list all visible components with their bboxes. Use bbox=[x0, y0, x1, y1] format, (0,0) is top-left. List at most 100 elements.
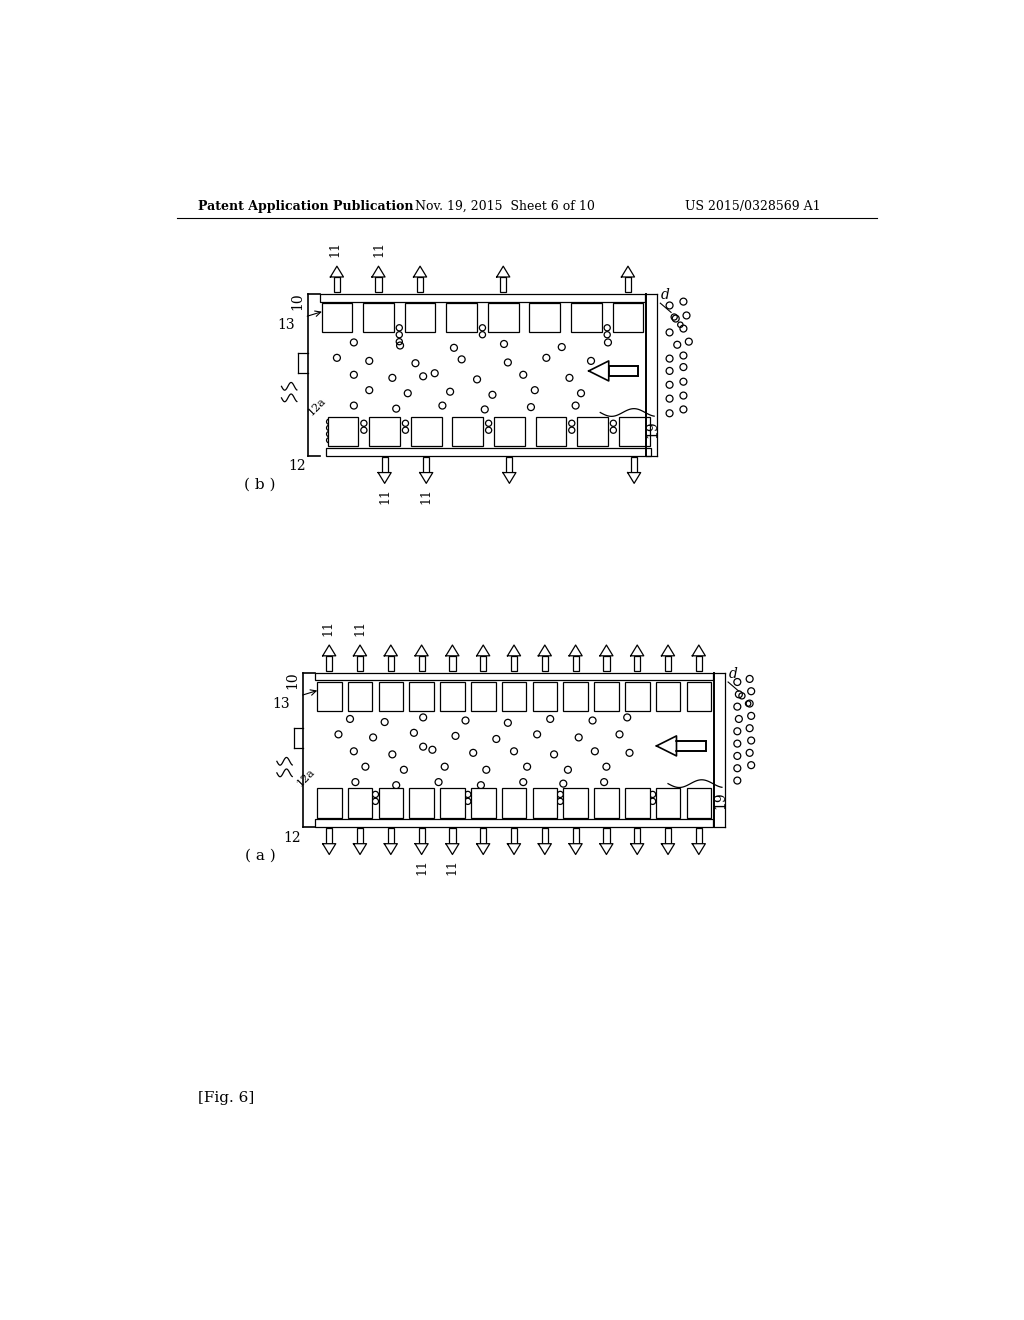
Polygon shape bbox=[622, 267, 635, 277]
Bar bbox=[578, 417, 608, 446]
Polygon shape bbox=[569, 645, 583, 656]
Polygon shape bbox=[415, 645, 428, 656]
Bar bbox=[532, 788, 557, 817]
Bar bbox=[348, 788, 373, 817]
Polygon shape bbox=[420, 473, 433, 483]
Bar bbox=[625, 788, 649, 817]
Bar bbox=[334, 277, 340, 293]
Text: [Fig. 6]: [Fig. 6] bbox=[199, 1090, 255, 1105]
Text: Nov. 19, 2015  Sheet 6 of 10: Nov. 19, 2015 Sheet 6 of 10 bbox=[416, 199, 595, 213]
Text: 11: 11 bbox=[372, 242, 385, 257]
Bar bbox=[686, 788, 711, 817]
Text: 19: 19 bbox=[714, 792, 727, 809]
Text: 11: 11 bbox=[378, 487, 391, 504]
Text: 10: 10 bbox=[290, 293, 304, 310]
Bar bbox=[572, 656, 579, 671]
Bar bbox=[471, 682, 496, 711]
Bar bbox=[665, 829, 671, 843]
Bar bbox=[532, 682, 557, 711]
Bar bbox=[440, 788, 465, 817]
Text: 11: 11 bbox=[420, 487, 433, 504]
Polygon shape bbox=[600, 843, 613, 854]
Bar bbox=[417, 277, 423, 293]
Polygon shape bbox=[662, 645, 675, 656]
Bar bbox=[423, 457, 429, 473]
Bar bbox=[625, 277, 631, 293]
Bar bbox=[603, 829, 609, 843]
Polygon shape bbox=[503, 473, 516, 483]
Bar bbox=[364, 304, 394, 333]
Bar bbox=[410, 788, 434, 817]
Polygon shape bbox=[384, 843, 397, 854]
Bar bbox=[315, 818, 713, 826]
Bar bbox=[625, 682, 649, 711]
Bar bbox=[410, 682, 434, 711]
Bar bbox=[542, 829, 548, 843]
Text: 13: 13 bbox=[272, 697, 290, 710]
Bar bbox=[450, 656, 456, 671]
Text: 11: 11 bbox=[415, 859, 428, 875]
Bar bbox=[357, 656, 364, 671]
Bar bbox=[686, 682, 711, 711]
Text: 12: 12 bbox=[284, 830, 301, 845]
Bar bbox=[695, 829, 701, 843]
Polygon shape bbox=[692, 843, 706, 854]
Polygon shape bbox=[662, 843, 675, 854]
Polygon shape bbox=[323, 843, 336, 854]
Bar bbox=[450, 829, 456, 843]
Polygon shape bbox=[323, 645, 336, 656]
Bar bbox=[634, 829, 640, 843]
Bar bbox=[382, 457, 388, 473]
Polygon shape bbox=[589, 360, 608, 381]
Polygon shape bbox=[414, 267, 427, 277]
Text: 12: 12 bbox=[288, 459, 306, 474]
Bar bbox=[316, 788, 342, 817]
Bar bbox=[511, 829, 517, 843]
Bar bbox=[563, 788, 588, 817]
Bar bbox=[487, 304, 518, 333]
Bar bbox=[440, 682, 465, 711]
Bar bbox=[316, 682, 342, 711]
Bar bbox=[612, 304, 643, 333]
Text: 12a: 12a bbox=[295, 767, 317, 788]
Bar bbox=[376, 277, 382, 293]
Bar bbox=[500, 277, 506, 293]
Bar bbox=[471, 788, 496, 817]
Bar bbox=[379, 788, 403, 817]
Polygon shape bbox=[569, 843, 583, 854]
Bar bbox=[357, 829, 364, 843]
Bar bbox=[502, 682, 526, 711]
Bar bbox=[618, 417, 649, 446]
Polygon shape bbox=[692, 645, 706, 656]
Bar bbox=[326, 656, 333, 671]
Polygon shape bbox=[372, 267, 385, 277]
Bar bbox=[453, 417, 483, 446]
Bar bbox=[419, 829, 425, 843]
Polygon shape bbox=[353, 645, 367, 656]
Polygon shape bbox=[539, 645, 551, 656]
Bar bbox=[502, 788, 526, 817]
Bar bbox=[480, 829, 486, 843]
Bar bbox=[419, 656, 425, 671]
Bar bbox=[603, 656, 609, 671]
Text: ( a ): ( a ) bbox=[245, 849, 275, 863]
Polygon shape bbox=[497, 267, 510, 277]
Bar bbox=[572, 829, 579, 843]
Bar bbox=[370, 417, 400, 446]
Polygon shape bbox=[508, 843, 520, 854]
Text: 19: 19 bbox=[645, 421, 659, 438]
Bar bbox=[326, 829, 333, 843]
Bar bbox=[563, 682, 588, 711]
Bar bbox=[665, 656, 671, 671]
Text: 13: 13 bbox=[278, 318, 295, 331]
Bar bbox=[328, 417, 358, 446]
Polygon shape bbox=[331, 267, 343, 277]
Text: 11: 11 bbox=[322, 620, 334, 636]
Polygon shape bbox=[631, 843, 644, 854]
Bar bbox=[695, 656, 701, 671]
Polygon shape bbox=[445, 645, 459, 656]
Text: 11: 11 bbox=[329, 242, 342, 257]
Bar bbox=[480, 656, 486, 671]
Bar bbox=[388, 829, 394, 843]
Bar bbox=[326, 447, 651, 455]
